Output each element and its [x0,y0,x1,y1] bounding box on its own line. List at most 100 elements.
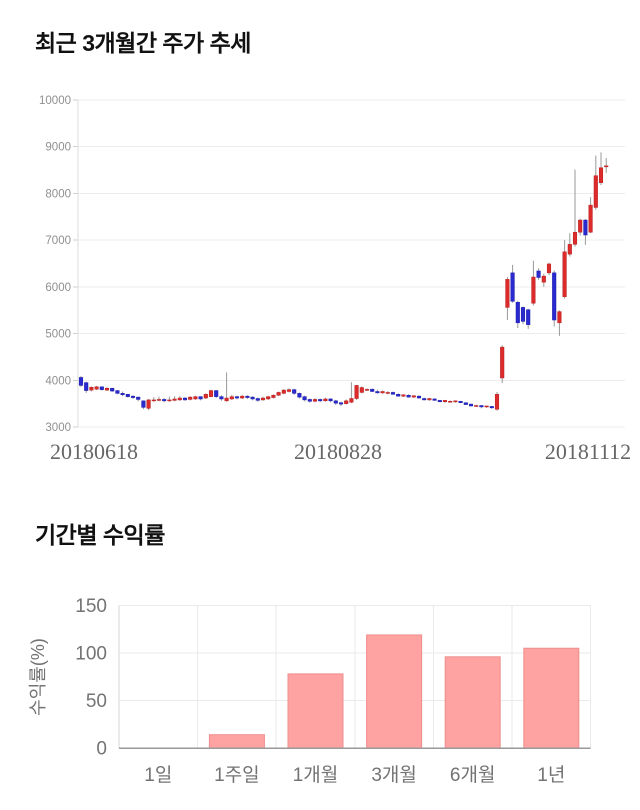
candle-74 [463,402,468,406]
candle-84 [515,300,520,328]
candle-63 [406,394,411,398]
candle-80 [494,391,500,411]
candle-58 [380,390,385,394]
returns-y-tick-label: 150 [75,596,107,617]
candle-22 [193,395,198,400]
candle-15 [156,396,162,402]
returns-bar-chart: 0 50 100 150 1일 1주일 1개월 3개월 6개월 1년 수익률(%) [28,596,592,786]
candle-41 [292,388,297,395]
price-x-tick-label: 20181112 [545,439,631,464]
candle-83 [510,264,515,303]
returns-y-tick-label: 100 [75,644,107,665]
candle-11 [136,396,141,402]
candle-46 [318,398,323,403]
candle-7 [115,390,120,395]
candles [78,152,609,411]
candle-70 [442,399,448,403]
candle-93 [562,240,567,299]
candle-1 [84,381,89,393]
returns-x-tick-label: 6개월 [450,764,496,786]
returns-x-tick-label: 1년 [537,764,565,786]
price-y-tick-label: 4000 [45,375,71,387]
candle-53 [354,384,359,400]
candle-65 [416,395,422,399]
price-y-tick-label: 9000 [45,142,71,154]
candle-10 [130,395,136,399]
candle-18 [172,396,177,402]
candle-35 [260,396,266,401]
candle-20 [182,397,188,401]
bar-6개월 [444,656,501,749]
price-y-tick-label: 7000 [45,235,71,247]
price-x-tick-label: 20180618 [50,439,138,464]
candle-75 [468,403,474,407]
candle-95 [572,169,578,247]
candle-4 [99,386,104,391]
returns-chart-gridlines: 0 50 100 150 [75,596,592,760]
candle-8 [120,391,125,397]
candle-36 [266,395,271,400]
candle-45 [312,398,318,403]
candle-81 [500,345,505,384]
candle-52 [349,382,354,404]
price-y-tick-label: 5000 [45,329,71,341]
candle-66 [422,397,427,401]
bars [208,634,580,749]
candle-91 [552,270,557,327]
candle-34 [255,397,260,402]
candle-25 [208,389,214,398]
candle-48 [328,398,333,403]
candle-27 [219,395,224,401]
candle-68 [432,398,437,401]
candle-79 [489,405,494,409]
candle-72 [453,400,458,403]
candle-19 [177,396,182,401]
candle-92 [557,310,562,336]
candle-3 [94,385,99,391]
candle-86 [526,308,531,329]
returns-x-tick-label: 3개월 [371,764,417,786]
candle-44 [307,398,312,403]
candle-29 [229,394,234,400]
candle-94 [567,233,572,257]
candle-40 [286,388,292,393]
returns-x-tick-label: 1개월 [293,764,339,786]
candle-85 [520,306,526,325]
candle-0 [78,376,84,387]
price-y-tick-label: 3000 [45,422,71,434]
price-chart-gridlines: 10000 9000 8000 7000 6000 5000 4000 3000 [39,95,625,434]
candle-60 [390,391,396,395]
candle-82 [505,277,510,321]
candle-28 [224,372,229,402]
candle-89 [541,273,546,287]
price-x-axis-labels: 20180618 20180828 20181112 [50,439,631,464]
candle-98 [588,197,593,234]
candle-69 [437,399,442,403]
candle-61 [396,393,401,397]
returns-chart-title: 기간별 수익률 [35,522,165,548]
candle-26 [214,390,219,399]
price-y-tick-label: 6000 [45,282,71,294]
candle-55 [364,388,370,392]
price-candlestick-chart: 10000 9000 8000 7000 6000 5000 4000 3000 2018061… [39,95,631,464]
candle-62 [401,394,406,398]
candle-9 [125,393,130,398]
candle-38 [276,391,281,397]
candle-96 [578,218,583,236]
candle-2 [89,386,94,392]
candle-101 [604,157,609,173]
price-y-tick-label: 8000 [45,188,71,200]
price-y-tick-label: 10000 [39,95,71,107]
candle-71 [448,400,453,403]
candle-50 [338,401,344,406]
candle-24 [203,393,208,399]
candle-87 [531,260,536,306]
candle-33 [250,396,255,401]
candle-73 [458,400,463,404]
candle-49 [333,399,338,406]
bar-1년 [523,647,580,749]
candle-64 [411,395,416,399]
candle-14 [151,397,156,402]
candle-88 [536,268,541,280]
candle-21 [188,396,193,401]
